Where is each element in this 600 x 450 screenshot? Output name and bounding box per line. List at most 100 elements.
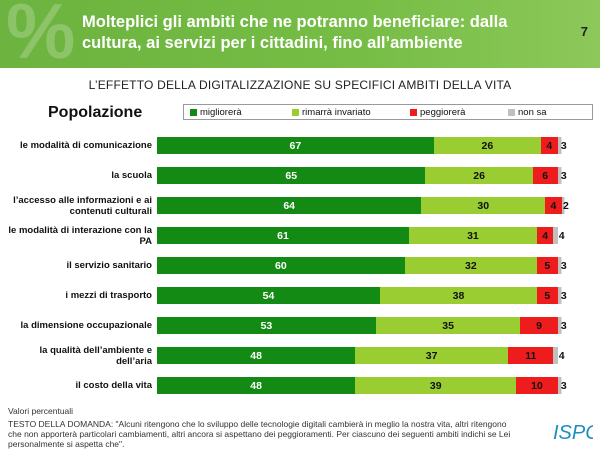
bar-segment: 60 [157, 257, 405, 274]
data-label: 5 [544, 289, 551, 302]
data-label: 4 [558, 349, 565, 362]
page-number: 7 [580, 24, 588, 39]
bar-fill [553, 347, 570, 364]
category-label: il servizio sanitario [66, 260, 152, 271]
bar-fill [557, 167, 570, 184]
data-label: 30 [477, 199, 490, 212]
chart-legend: migliorerà rimarrà invariato peggiorerà non… [183, 104, 593, 120]
data-label: 48 [250, 349, 262, 362]
data-label: 53 [260, 319, 273, 332]
bar-segment: 4 [553, 227, 570, 244]
data-label: 65 [285, 169, 298, 182]
data-label: 60 [275, 259, 287, 272]
legend-swatch [410, 108, 417, 116]
bar-segment: 5 [536, 287, 558, 304]
bar-segment: 3 [557, 317, 570, 334]
bar-segment: 26 [425, 167, 533, 184]
legend-label: peggiorerà [420, 106, 466, 118]
bar-segment: 5 [536, 257, 558, 274]
legend-item: peggiorerà [410, 107, 508, 118]
data-label: 61 [277, 229, 289, 242]
bar-segment: 48 [157, 347, 356, 364]
bar-segment: 53 [157, 317, 376, 334]
data-label: 26 [481, 139, 494, 152]
bar-segment: 4 [553, 347, 570, 364]
data-label: 54 [262, 289, 275, 302]
bar-segment: 4 [541, 137, 558, 154]
legend-swatch [508, 108, 515, 116]
data-label: 3 [560, 139, 567, 152]
bar-fill [557, 257, 570, 274]
bar-segment: 3 [557, 377, 570, 394]
data-label: 32 [465, 259, 477, 272]
bar-fill [557, 137, 570, 154]
bar-segment: 64 [157, 197, 422, 214]
data-label: 4 [550, 199, 557, 212]
data-label: 3 [560, 319, 567, 332]
bar-fill [557, 377, 570, 394]
bar-segment: 26 [433, 137, 542, 154]
data-label: 26 [473, 169, 485, 182]
data-label: 9 [536, 319, 542, 332]
logo-text: ISPO [553, 422, 593, 444]
bar-segment: 4 [545, 197, 562, 214]
legend-label: non sa [518, 106, 547, 118]
bar-segment: 31 [408, 227, 537, 244]
question-text: TESTO DELLA DOMANDA: "Alcuni ritengono c… [8, 419, 511, 449]
bar-fill [553, 227, 570, 244]
bar-segment: 9 [520, 317, 558, 334]
data-label: 37 [425, 349, 438, 362]
data-label: 39 [429, 379, 442, 392]
category-label: il costo della vita [75, 380, 152, 391]
data-label: 35 [442, 319, 454, 332]
data-label: 64 [283, 199, 295, 212]
data-label: 31 [467, 229, 479, 242]
bar-segment: 6 [532, 167, 558, 184]
bar-segment: 3 [557, 257, 570, 274]
bar-segment: 10 [516, 377, 558, 394]
legend-swatch [190, 108, 197, 116]
category-label: le modalità di interazione con la PA [8, 224, 152, 247]
data-label: 4 [546, 139, 553, 152]
legend-item: migliorerà [190, 107, 292, 118]
bar-segment: 32 [404, 257, 537, 274]
section-label: Popolazione [48, 104, 143, 121]
bar-fill [557, 287, 570, 304]
bar-segment: 11 [508, 347, 554, 364]
data-label: 48 [250, 379, 262, 392]
data-label: 3 [560, 379, 567, 392]
percent-icon: % [6, 0, 76, 75]
data-label: 4 [542, 229, 549, 242]
data-label: 6 [542, 169, 549, 182]
bar-segment: 65 [157, 167, 426, 184]
category-label: l’accesso alle informazioni e ai contenu… [13, 194, 152, 217]
legend-item: rimarrà invariato [292, 107, 410, 118]
data-label: 38 [452, 289, 465, 302]
bar-segment: 48 [157, 377, 356, 394]
legend-swatch [292, 108, 299, 116]
bar-segment: 2 [561, 197, 570, 214]
bar-segment: 38 [380, 287, 537, 304]
category-label: le modalità di comunicazione [20, 140, 152, 151]
bar-segment: 54 [157, 287, 381, 304]
data-label: 10 [531, 379, 543, 392]
data-label: 2 [562, 199, 569, 212]
category-label: la scuola [111, 170, 152, 181]
legend-label: migliorerà [200, 106, 242, 118]
bar-segment: 39 [355, 377, 517, 394]
bar-segment: 3 [557, 137, 570, 154]
category-label: la qualità dell’ambiente e dell’aria [39, 344, 152, 367]
ispo-logo: ISPO [553, 422, 593, 444]
data-label: 3 [560, 259, 567, 272]
bar-segment: 67 [157, 137, 434, 154]
bar-segment: 61 [157, 227, 409, 244]
bar-segment: 3 [557, 167, 570, 184]
bar-segment: 35 [375, 317, 521, 334]
legend-label: rimarrà invariato [302, 106, 371, 118]
bar-fill [557, 317, 570, 334]
data-label: 11 [525, 349, 537, 362]
bar-segment: 4 [536, 227, 554, 244]
data-label: 67 [289, 139, 302, 152]
page-title: Molteplici gli ambiti che ne potranno be… [82, 13, 508, 52]
chart-title: L’EFFETTO DELLA DIGITALIZZAZIONE SU SPEC… [88, 78, 512, 92]
